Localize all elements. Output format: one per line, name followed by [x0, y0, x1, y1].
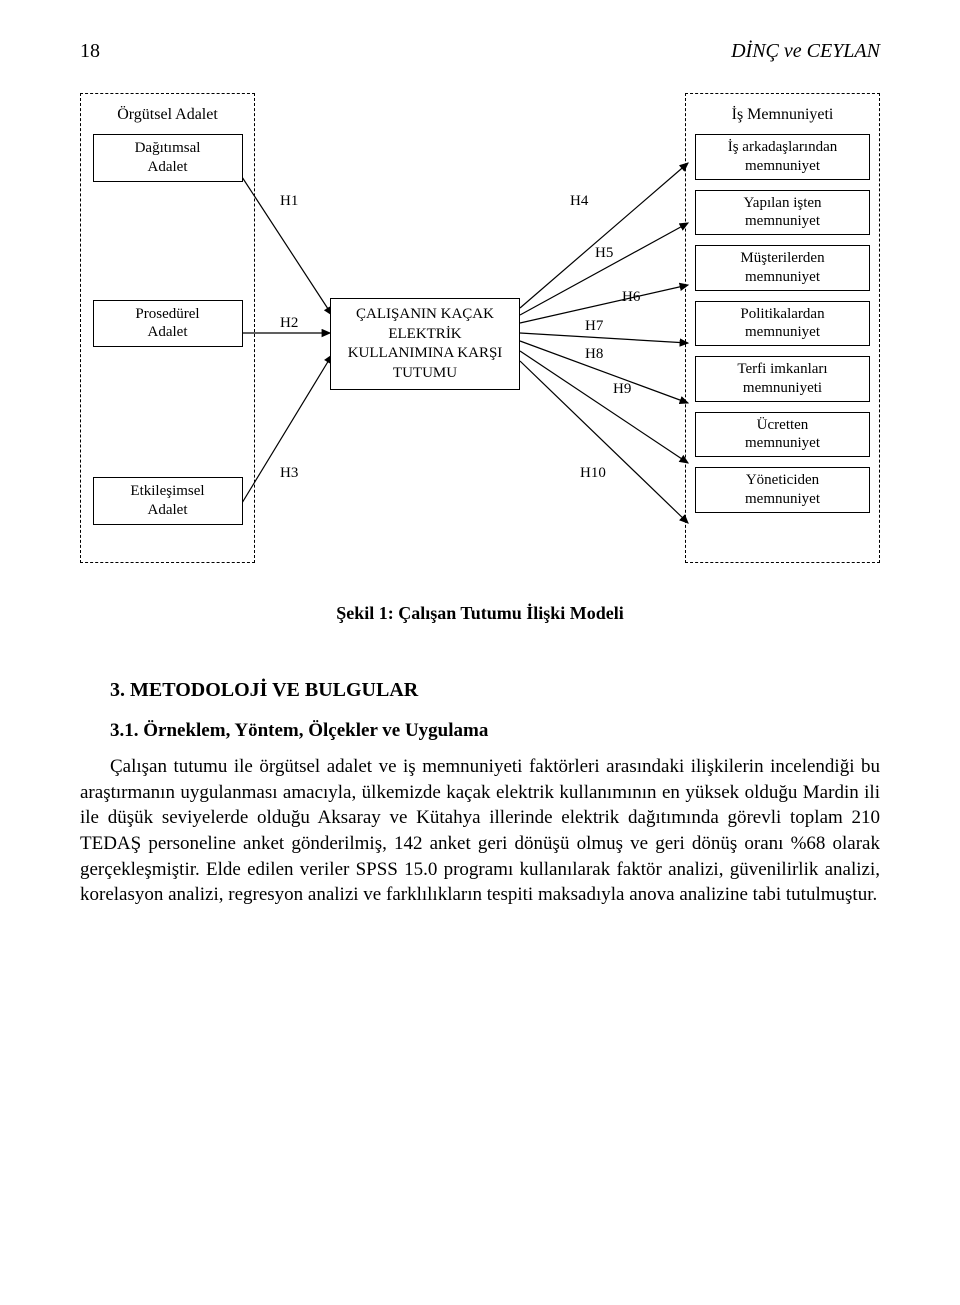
subsection-heading: 3.1. Örneklem, Yöntem, Ölçekler ve Uygul… — [110, 720, 880, 742]
edge-label-h1: H1 — [280, 193, 298, 210]
right-group: İş Memnuniyeti İş arkadaşlarındanmemnuni… — [685, 93, 880, 563]
edge-label-h7: H7 — [585, 318, 603, 335]
edge-label-h4: H4 — [570, 193, 588, 210]
left-group-title: Örgütsel Adalet — [87, 106, 248, 124]
left-node-1: ProsedürelAdalet — [93, 300, 243, 348]
figure-caption: Şekil 1: Çalışan Tutumu İlişki Modeli — [80, 603, 880, 624]
page: 18 DİNÇ ve CEYLAN Örgütsel Adalet — [0, 0, 960, 968]
right-node-1: Yapılan iştenmemnuniyet — [695, 190, 870, 236]
edge-label-h5: H5 — [595, 245, 613, 262]
right-node-6: Yöneticidenmemnuniyet — [695, 467, 870, 513]
edge-label-h10: H10 — [580, 465, 606, 482]
edge-label-h9: H9 — [613, 381, 631, 398]
left-node-0: DağıtımsalAdalet — [93, 134, 243, 182]
right-node-2: Müşterilerdenmemnuniyet — [695, 245, 870, 291]
authors: DİNÇ ve CEYLAN — [731, 40, 880, 63]
edge-label-h6: H6 — [622, 289, 640, 306]
right-group-title: İş Memnuniyeti — [692, 106, 873, 124]
center-node: ÇALIŞANIN KAÇAKELEKTRİKKULLANIMINA KARŞI… — [330, 298, 520, 390]
edge-label-h2: H2 — [280, 315, 298, 332]
edge-label-h3: H3 — [280, 465, 298, 482]
edge-label-h8: H8 — [585, 346, 603, 363]
right-node-0: İş arkadaşlarındanmemnuniyet — [695, 134, 870, 180]
relationship-diagram: Örgütsel Adalet DağıtımsalAdalet Prosedü… — [80, 93, 880, 573]
left-node-2: EtkileşimselAdalet — [93, 477, 243, 525]
section-heading: 3. METODOLOJİ VE BULGULAR — [110, 679, 880, 702]
page-number: 18 — [80, 40, 100, 63]
left-group: Örgütsel Adalet DağıtımsalAdalet Prosedü… — [80, 93, 255, 563]
right-node-5: Ücrettenmemnuniyet — [695, 412, 870, 458]
right-node-3: Politikalardanmemnuniyet — [695, 301, 870, 347]
page-header: 18 DİNÇ ve CEYLAN — [80, 40, 880, 63]
right-node-4: Terfi imkanlarımemnuniyeti — [695, 356, 870, 402]
body-paragraph: Çalışan tutumu ile örgütsel adalet ve iş… — [80, 754, 880, 908]
